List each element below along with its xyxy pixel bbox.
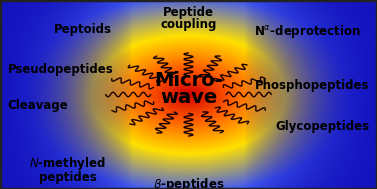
Text: Glycopeptides: Glycopeptides: [275, 120, 369, 133]
Text: $\beta$-peptides: $\beta$-peptides: [153, 176, 224, 189]
Text: Peptoids: Peptoids: [54, 23, 112, 36]
Text: N$^{\alpha}$-deprotection: N$^{\alpha}$-deprotection: [254, 23, 361, 40]
Text: Peptide
coupling: Peptide coupling: [160, 6, 217, 31]
Text: Micro-
wave: Micro- wave: [154, 71, 223, 107]
Text: Phosphopeptides: Phosphopeptides: [255, 79, 369, 91]
Text: $\it{N}$-methyled
peptides: $\it{N}$-methyled peptides: [29, 155, 106, 184]
Text: Cleavage: Cleavage: [8, 99, 68, 112]
Text: Pseudopeptides: Pseudopeptides: [8, 64, 113, 76]
